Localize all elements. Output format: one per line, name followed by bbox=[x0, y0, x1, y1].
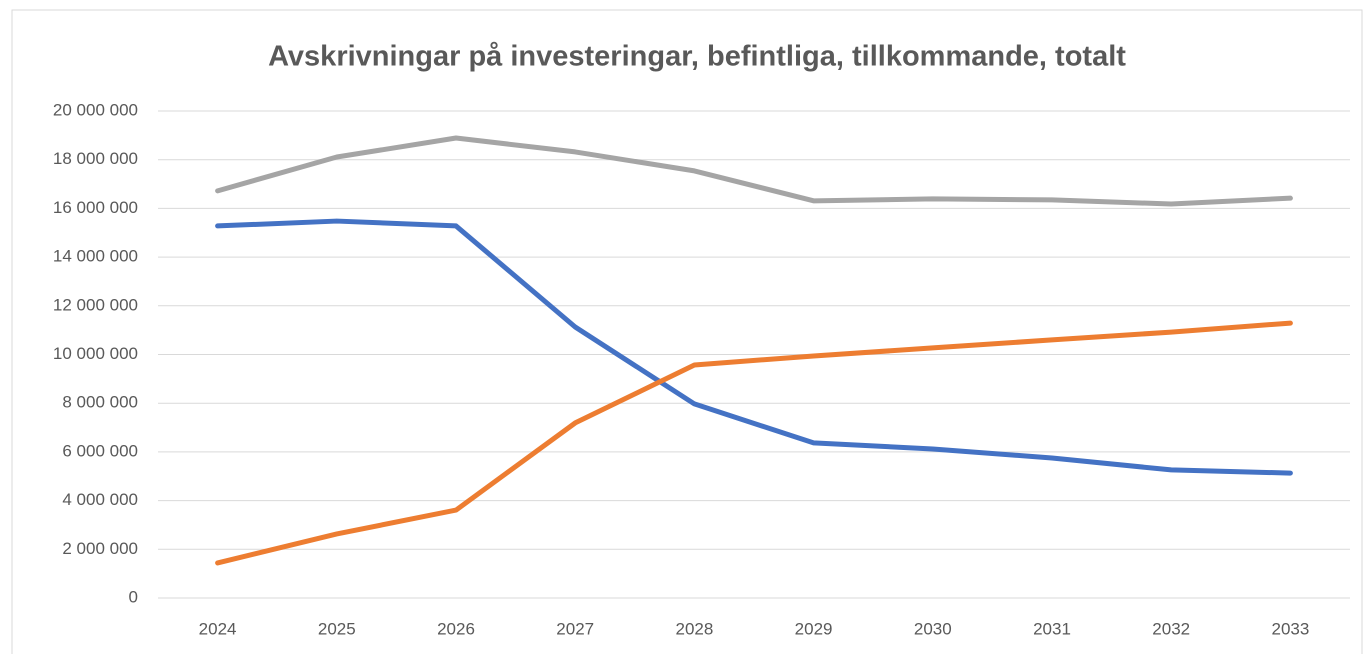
y-tick-label: 18 000 000 bbox=[53, 149, 138, 168]
x-tick-label: 2032 bbox=[1152, 619, 1190, 638]
x-tick-label: 2030 bbox=[914, 619, 952, 638]
y-tick-label: 12 000 000 bbox=[53, 295, 138, 314]
x-tick-label: 2033 bbox=[1271, 619, 1309, 638]
x-tick-label: 2028 bbox=[675, 619, 713, 638]
x-tick-label: 2029 bbox=[795, 619, 833, 638]
y-tick-label: 20 000 000 bbox=[53, 100, 138, 119]
x-tick-label: 2025 bbox=[318, 619, 356, 638]
y-tick-label: 14 000 000 bbox=[53, 247, 138, 266]
y-tick-label: 10 000 000 bbox=[53, 344, 138, 363]
series-line bbox=[215, 320, 1293, 566]
y-tick-label: 4 000 000 bbox=[62, 490, 138, 509]
chart-title: Avskrivningar på investeringar, befintli… bbox=[268, 41, 1126, 73]
x-tick-label: 2026 bbox=[437, 619, 475, 638]
y-tick-label: 16 000 000 bbox=[53, 198, 138, 217]
y-tick-label: 2 000 000 bbox=[62, 539, 138, 558]
x-tick-label: 2027 bbox=[556, 619, 594, 638]
series-line bbox=[215, 218, 1293, 476]
y-tick-label: 8 000 000 bbox=[62, 393, 138, 412]
y-tick-label: 0 bbox=[129, 587, 138, 606]
y-tick-label: 6 000 000 bbox=[62, 441, 138, 460]
x-tick-label: 2031 bbox=[1033, 619, 1071, 638]
series-line bbox=[215, 135, 1293, 207]
x-tick-label: 2024 bbox=[199, 619, 237, 638]
